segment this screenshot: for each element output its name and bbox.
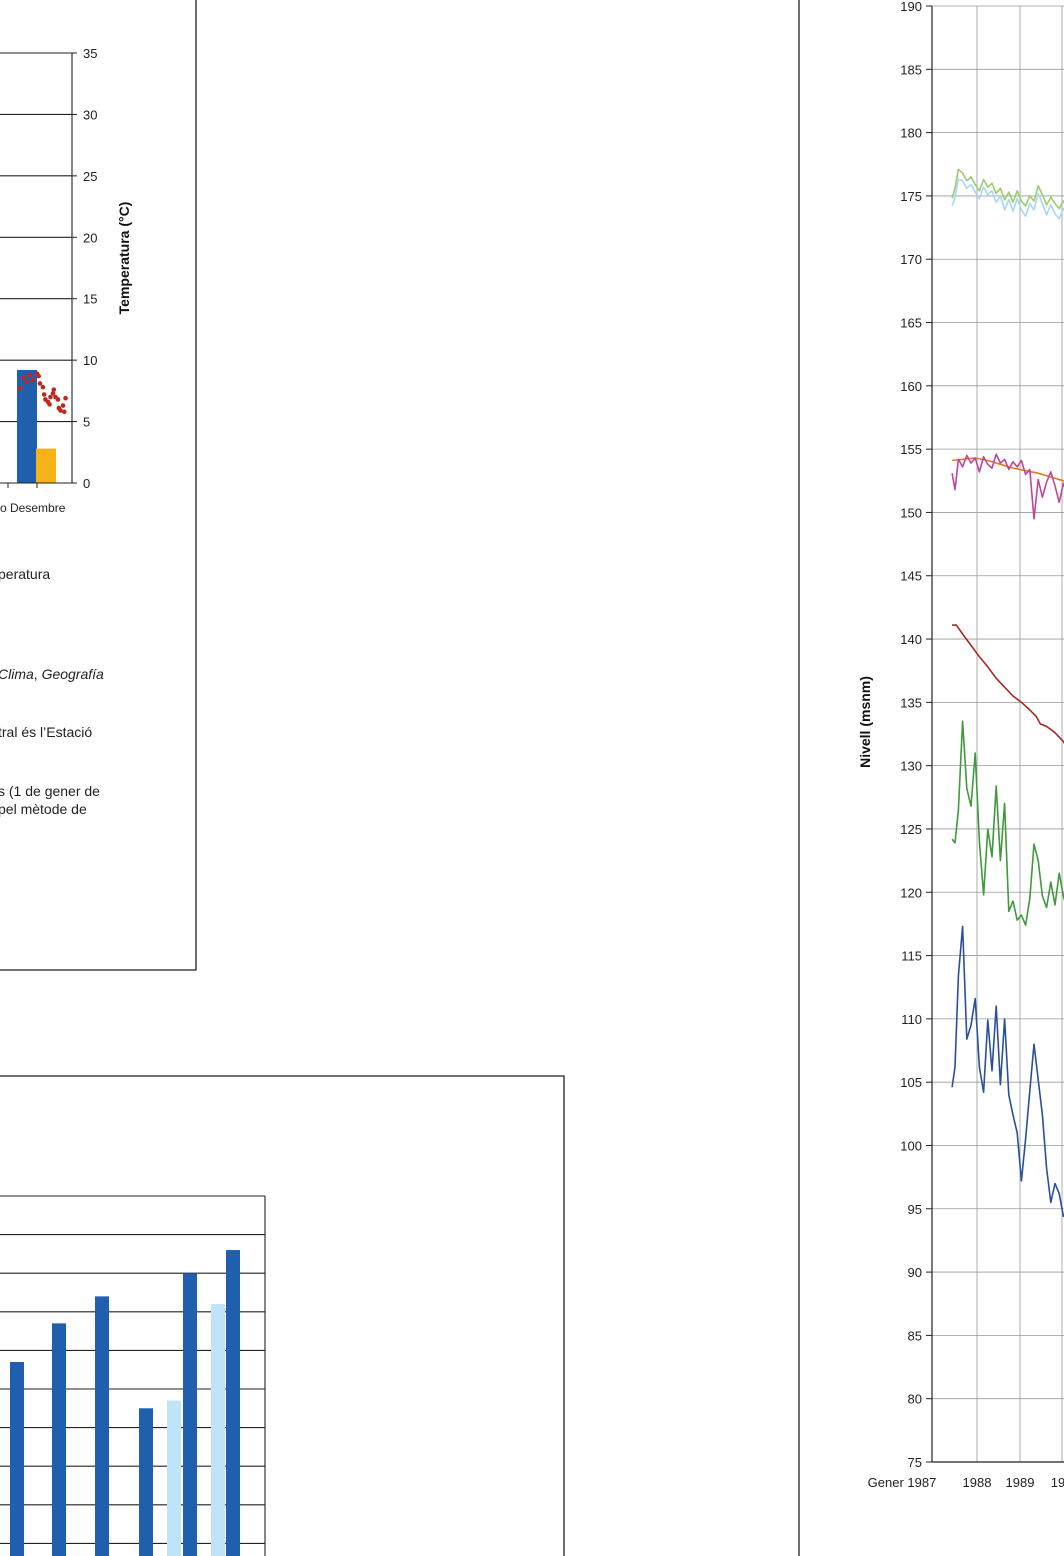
series-line [951,720,1064,927]
temperature-point [17,386,23,391]
y2-tick-label: 0 [83,476,90,491]
x-tick-label: Gener 1987 [868,1475,937,1490]
temperature-point [37,381,43,386]
series-line [951,168,1064,210]
y-tick-label: 95 [908,1202,922,1217]
station-text-fragment: tral és l’Estació [0,724,93,740]
citation-separator: , [33,666,42,682]
climate-chart-grid [0,52,72,423]
temperature-point [48,394,53,400]
y2-tick-label: 20 [83,230,97,245]
y2-tick-label: 10 [83,353,97,368]
series-line [952,624,1064,745]
y-tick-label: 170 [900,252,922,267]
climate-chart: 0 5 10 15 20 25 30 35 o Desembre Temperatura (°C) [0,46,132,515]
y-tick-label: 145 [900,569,922,584]
temperature-point [24,379,29,385]
y-tick-label: 115 [901,949,922,964]
y-tick-label: 175 [900,189,922,204]
temperature-point [30,377,36,383]
climate-chart-bars [17,369,56,483]
temperature-point [36,373,41,379]
grouped-bar-chart-bars [10,1250,240,1556]
y-tick-label: 190 [900,0,922,14]
water-level-chart-grid [932,5,1064,1462]
y-axis-title: Nivell (msnm) [857,676,873,768]
y2-axis-title: Temperatura (°C) [116,202,132,315]
bar-dark [10,1361,24,1556]
bar-dark [52,1323,66,1556]
grouped-bar-chart [0,1195,266,1556]
temperature-point [47,402,52,407]
y-tick-label: 155 [900,442,922,457]
series-line [951,178,1064,220]
y-tick-label: 135 [900,695,922,710]
y-tick-label: 160 [900,379,922,394]
y2-tick-label: 35 [83,46,97,61]
y2-tick-label: 25 [83,169,97,184]
temperature-point [55,397,61,402]
water-level-series [951,168,1064,1218]
y-tick-label: 140 [900,632,922,647]
y-tick-label: 125 [900,822,922,837]
bar-light [167,1400,181,1556]
temperature-scatter [17,371,68,415]
water-level-axes: 75 80 85 90 95 100 105 110 115 120 125 130 135 140 145… [857,0,1064,1490]
y2-tick-label: 5 [83,415,90,430]
bar-dark [226,1250,240,1556]
date-text-fragment: s (1 de gener de [0,783,100,799]
x-tick-label: o Desembre [0,501,66,515]
bar-light [211,1304,225,1556]
y-tick-label: 110 [901,1012,922,1027]
series-line [951,925,1064,1218]
temperature-point [62,409,67,415]
climate-panel-frame [0,0,197,971]
temperature-point [56,405,62,411]
temperature-point [51,387,57,392]
temperature-point [50,391,56,396]
y2-tick-label: 15 [83,292,97,307]
series-line [951,453,1064,520]
y-tick-label: 130 [900,759,922,774]
y-tick-label: 165 [900,316,922,331]
bar-dark [139,1408,153,1556]
bar [36,448,56,483]
temperature-point [63,395,68,401]
temperature-point [40,384,46,390]
citation-italic-geografia: Geografía [41,666,104,682]
grouped-bar-chart-grid [0,1195,266,1556]
y-tick-label: 105 [900,1075,922,1090]
temperature-axis: 0 5 10 15 20 25 30 35 o Desembre Temperatura (°C) [0,46,132,515]
citation-italic-clima: Clima [0,666,34,682]
bar-dark [183,1273,197,1556]
y-tick-label: 180 [900,126,922,141]
y-tick-label: 100 [900,1138,922,1153]
series-line [952,457,1064,482]
temperature-point [21,375,26,380]
temperature-legend-fragment: peratura [0,566,51,582]
y-tick-label: 90 [908,1265,922,1280]
y2-tick-label: 30 [83,107,97,122]
source-citation-fragment: Clima, Geografía [0,666,104,682]
bar-panel-frame [0,1075,565,1556]
method-text-fragment: pel mètode de [0,801,87,817]
y-tick-label: 85 [908,1328,922,1343]
x-tick-label: 1989 [1006,1475,1035,1490]
x-tick-label: 19 [1051,1475,1064,1490]
y-tick-label: 120 [900,885,922,900]
water-level-chart: 75 80 85 90 95 100 105 110 115 120 125 130 135 140 145… [857,0,1064,1490]
temperature-point [41,392,47,397]
bar-dark [95,1296,109,1556]
y-tick-label: 185 [900,62,922,77]
x-tick-label: 1988 [963,1475,992,1490]
y-tick-label: 150 [900,505,922,520]
bar [17,369,37,483]
temperature-point [27,372,32,378]
y-tick-label: 80 [908,1392,922,1407]
y-tick-label: 75 [908,1455,922,1470]
temperature-point [60,403,66,408]
